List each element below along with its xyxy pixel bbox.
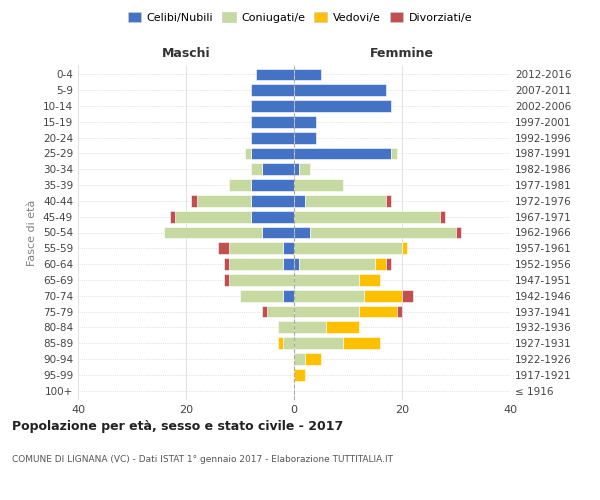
Bar xyxy=(191,195,197,207)
Bar xyxy=(229,258,283,270)
Bar xyxy=(251,100,294,112)
Bar xyxy=(343,337,380,349)
Bar xyxy=(294,258,299,270)
Bar xyxy=(197,195,251,207)
Bar xyxy=(294,274,359,286)
Bar xyxy=(294,337,343,349)
Bar xyxy=(294,226,310,238)
Bar xyxy=(294,68,321,80)
Bar xyxy=(294,195,305,207)
Bar xyxy=(251,164,262,175)
Bar xyxy=(251,148,294,160)
Bar xyxy=(262,226,294,238)
Text: COMUNE DI LIGNANA (VC) - Dati ISTAT 1° gennaio 2017 - Elaborazione TUTTITALIA.IT: COMUNE DI LIGNANA (VC) - Dati ISTAT 1° g… xyxy=(12,455,393,464)
Text: Femmine: Femmine xyxy=(370,47,434,60)
Bar xyxy=(294,369,305,380)
Y-axis label: Fasce di età: Fasce di età xyxy=(28,200,37,266)
Bar xyxy=(402,242,407,254)
Bar xyxy=(294,306,359,318)
Bar xyxy=(294,148,391,160)
Bar xyxy=(251,116,294,128)
Bar xyxy=(262,164,294,175)
Bar xyxy=(359,274,380,286)
Bar xyxy=(386,258,391,270)
Bar xyxy=(375,258,386,270)
Bar xyxy=(294,84,386,96)
Bar xyxy=(397,306,402,318)
Bar xyxy=(294,211,440,222)
Bar xyxy=(218,242,229,254)
Text: Maschi: Maschi xyxy=(161,47,211,60)
Bar xyxy=(251,179,294,191)
Bar xyxy=(305,195,386,207)
Bar xyxy=(164,226,262,238)
Bar xyxy=(294,132,316,143)
Bar xyxy=(305,353,321,365)
Bar xyxy=(402,290,413,302)
Bar xyxy=(251,84,294,96)
Bar xyxy=(391,148,397,160)
Bar xyxy=(229,274,294,286)
Bar xyxy=(251,211,294,222)
Bar xyxy=(224,274,229,286)
Bar xyxy=(456,226,461,238)
Bar xyxy=(283,290,294,302)
Bar xyxy=(294,179,343,191)
Bar xyxy=(299,164,310,175)
Bar xyxy=(294,353,305,365)
Bar xyxy=(283,337,294,349)
Bar xyxy=(251,195,294,207)
Bar xyxy=(364,290,402,302)
Bar xyxy=(440,211,445,222)
Bar xyxy=(294,242,402,254)
Bar xyxy=(262,306,267,318)
Bar xyxy=(175,211,251,222)
Bar xyxy=(386,195,391,207)
Bar xyxy=(224,258,229,270)
Legend: Celibi/Nubili, Coniugati/e, Vedovi/e, Divorziati/e: Celibi/Nubili, Coniugati/e, Vedovi/e, Di… xyxy=(124,8,476,28)
Bar xyxy=(283,242,294,254)
Bar xyxy=(294,322,326,333)
Bar xyxy=(294,164,299,175)
Bar xyxy=(229,179,251,191)
Bar xyxy=(299,258,375,270)
Bar xyxy=(294,100,391,112)
Bar xyxy=(245,148,251,160)
Bar xyxy=(267,306,294,318)
Text: Popolazione per età, sesso e stato civile - 2017: Popolazione per età, sesso e stato civil… xyxy=(12,420,343,433)
Bar xyxy=(283,258,294,270)
Bar xyxy=(310,226,456,238)
Bar xyxy=(278,337,283,349)
Bar xyxy=(256,68,294,80)
Bar xyxy=(240,290,283,302)
Bar xyxy=(229,242,283,254)
Bar xyxy=(326,322,359,333)
Bar xyxy=(170,211,175,222)
Bar xyxy=(251,132,294,143)
Bar xyxy=(294,290,364,302)
Bar xyxy=(359,306,397,318)
Bar xyxy=(278,322,294,333)
Bar xyxy=(294,116,316,128)
